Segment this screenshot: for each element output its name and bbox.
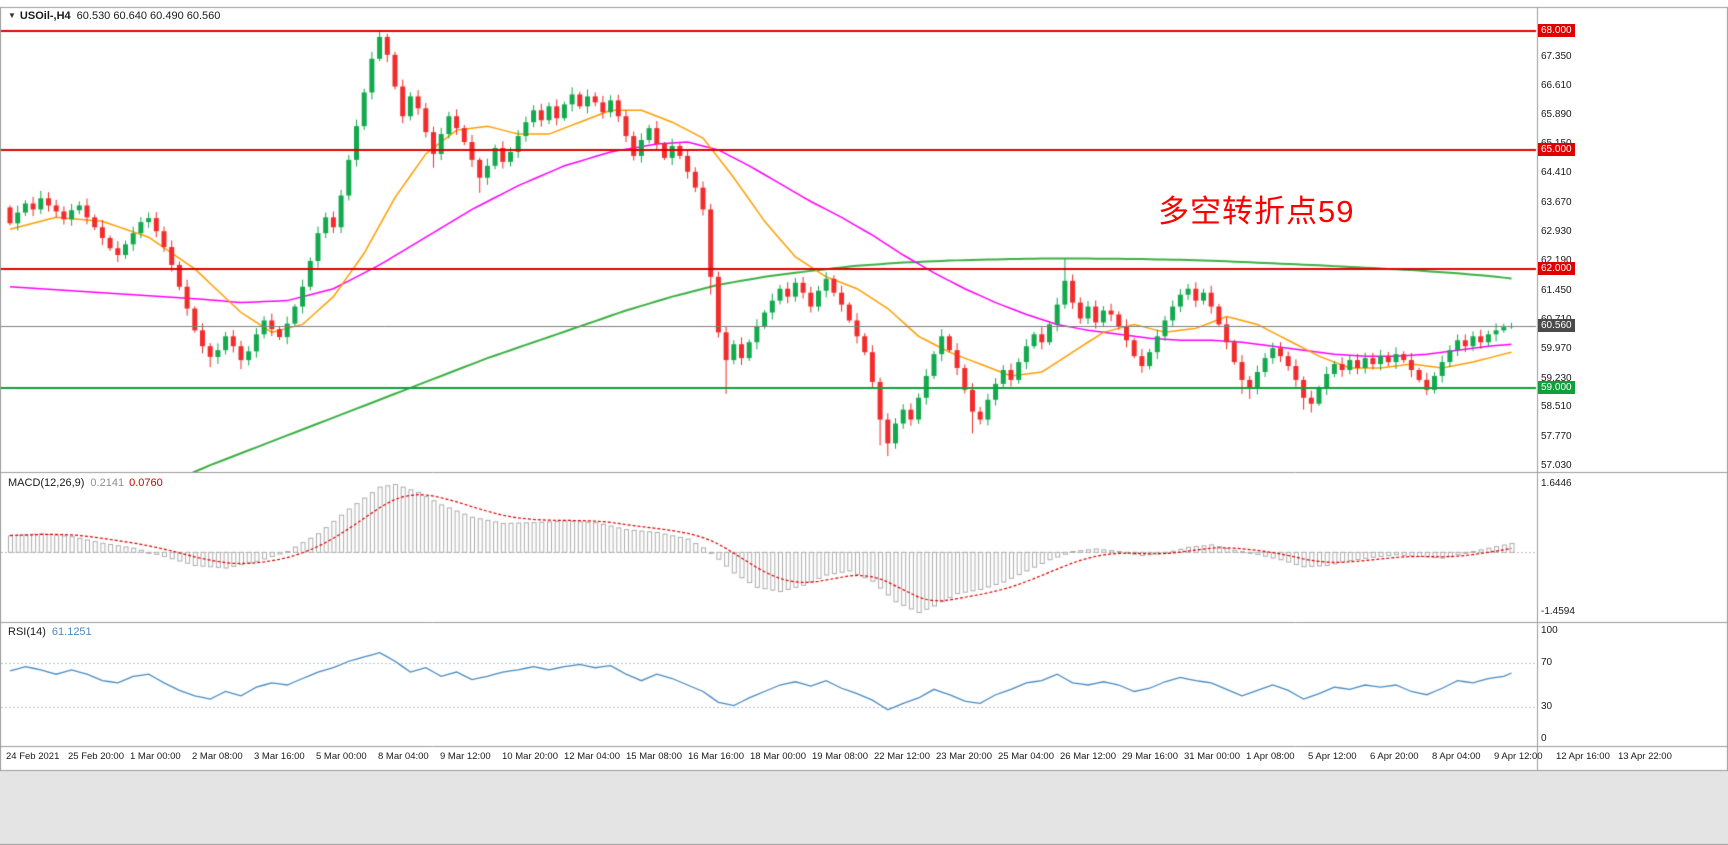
mt4-chart-window: ▼ USOil-,H4 60.530 60.640 60.490 60.560 MA… [0, 0, 1728, 845]
chart-canvas[interactable] [0, 0, 1728, 845]
